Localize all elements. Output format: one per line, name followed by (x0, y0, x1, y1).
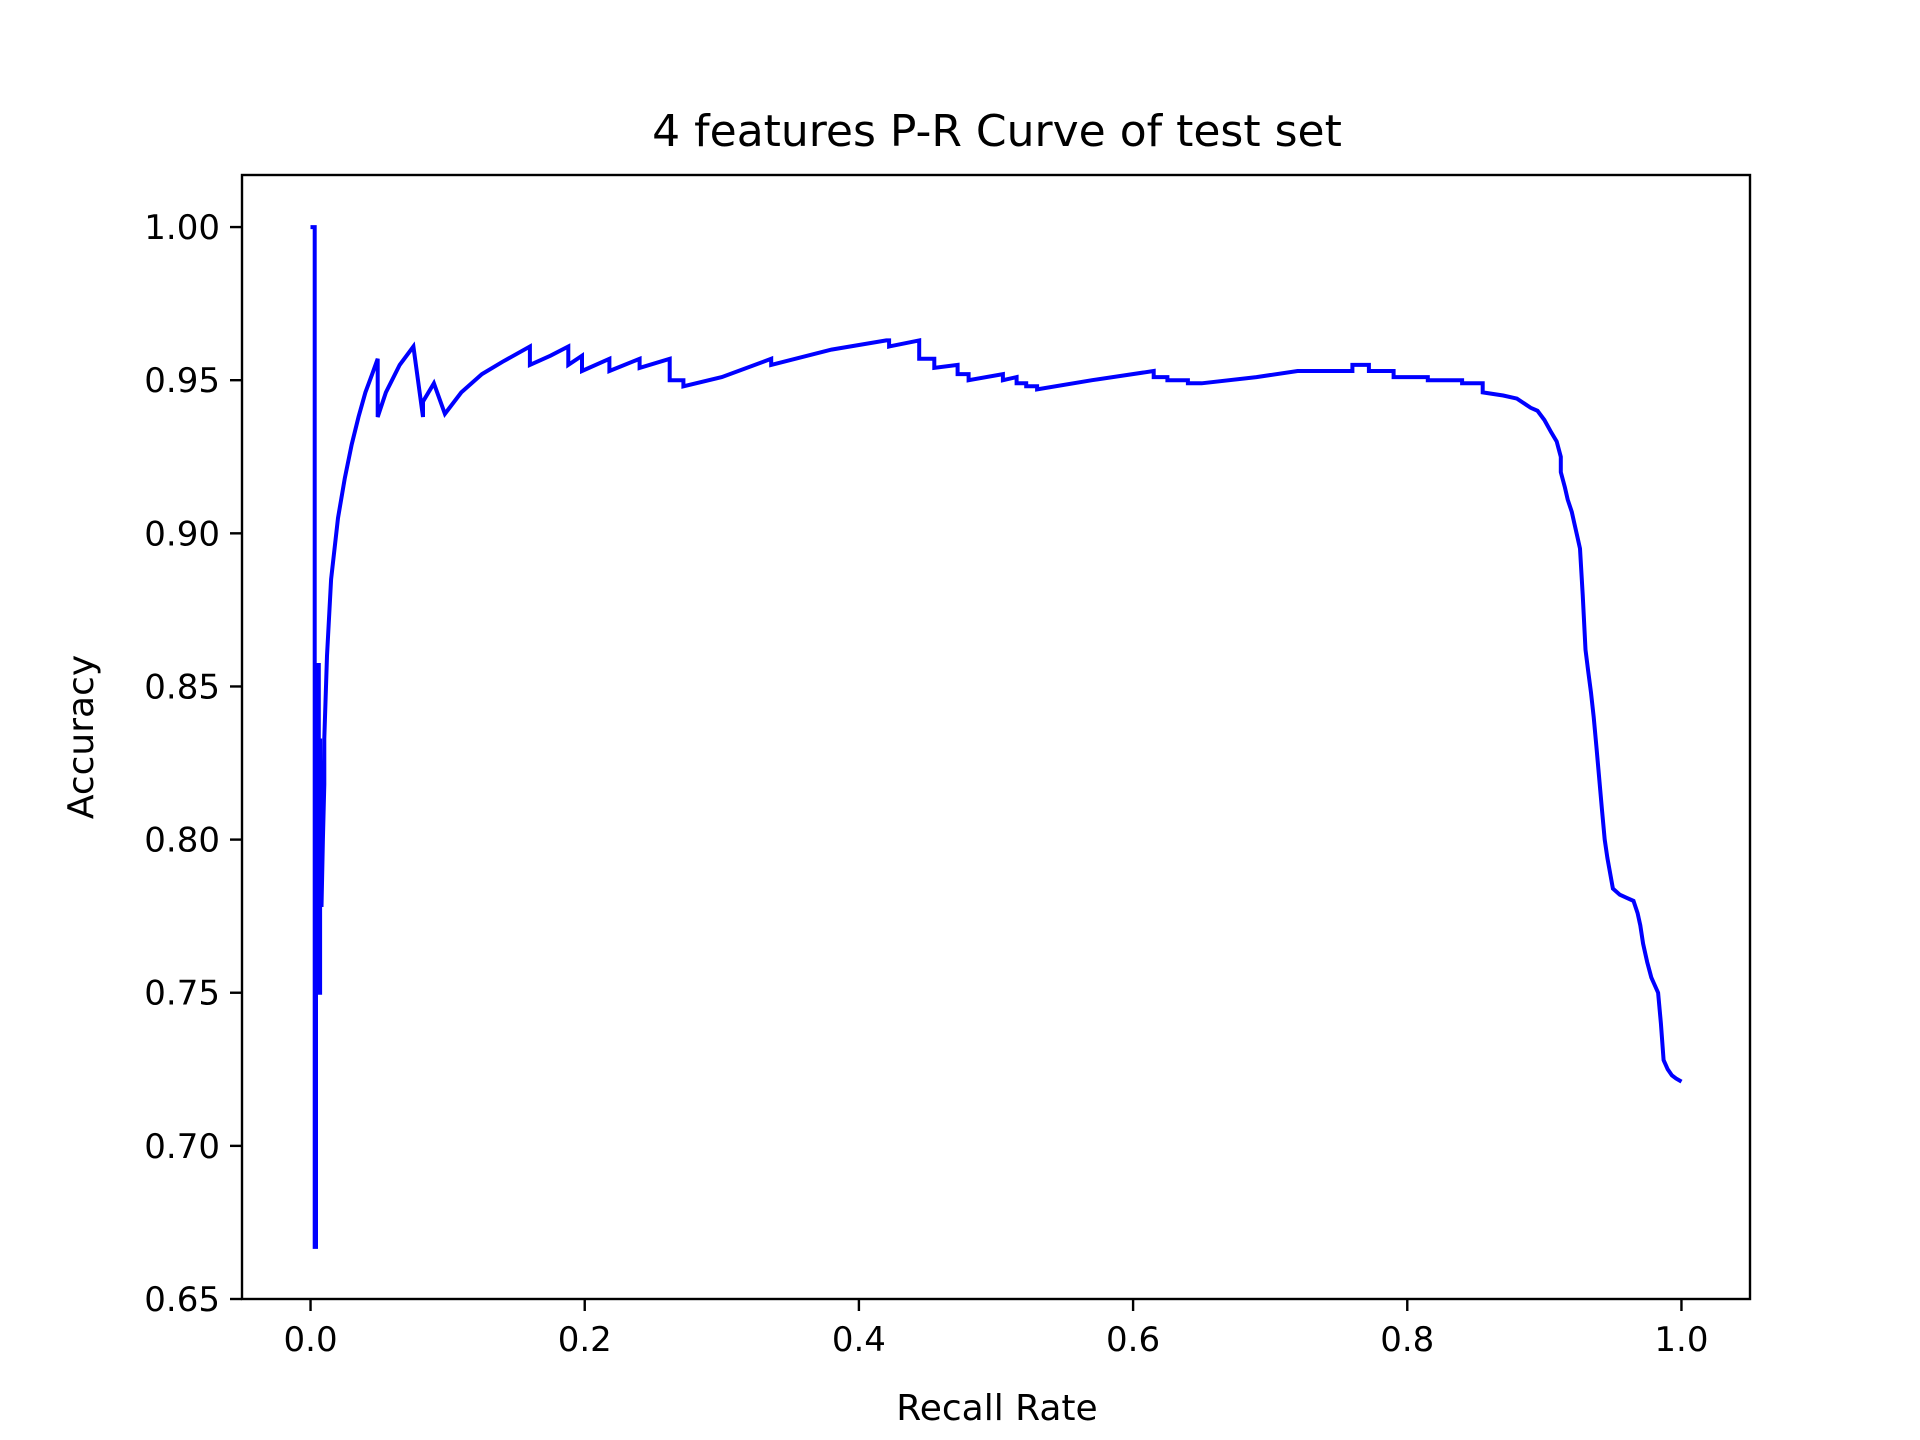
x-axis-ticks: 0.0 0.2 0.4 0.6 0.8 1.0 (284, 1299, 1708, 1360)
x-tick-label: 0.6 (1106, 1320, 1160, 1360)
chart-title: 4 features P-R Curve of test set (652, 106, 1342, 157)
x-tick-label: 0.8 (1380, 1320, 1434, 1360)
y-tick-label: 0.80 (144, 821, 220, 861)
x-tick-label: 0.2 (558, 1320, 612, 1360)
y-tick-label: 0.95 (144, 361, 220, 401)
y-tick-label: 0.75 (144, 974, 220, 1014)
y-tick-label: 0.85 (144, 667, 220, 707)
y-axis-ticks: 0.65 0.70 0.75 0.80 0.85 0.90 0.95 1.00 (144, 208, 242, 1320)
axes-frame (240, 173, 1752, 1301)
y-axis-label: Accuracy (61, 655, 102, 819)
series-line (310, 225, 1683, 1249)
x-tick-label: 0.4 (832, 1320, 886, 1360)
x-tick-label: 1.0 (1654, 1320, 1708, 1360)
x-tick-label: 0.0 (284, 1320, 338, 1360)
y-tick-label: 0.65 (144, 1280, 220, 1320)
plot-area (310, 225, 1683, 1249)
y-tick-label: 0.90 (144, 514, 220, 554)
y-tick-label: 0.70 (144, 1127, 220, 1167)
x-axis-label: Recall Rate (896, 1388, 1097, 1429)
y-tick-label: 1.00 (144, 208, 220, 248)
